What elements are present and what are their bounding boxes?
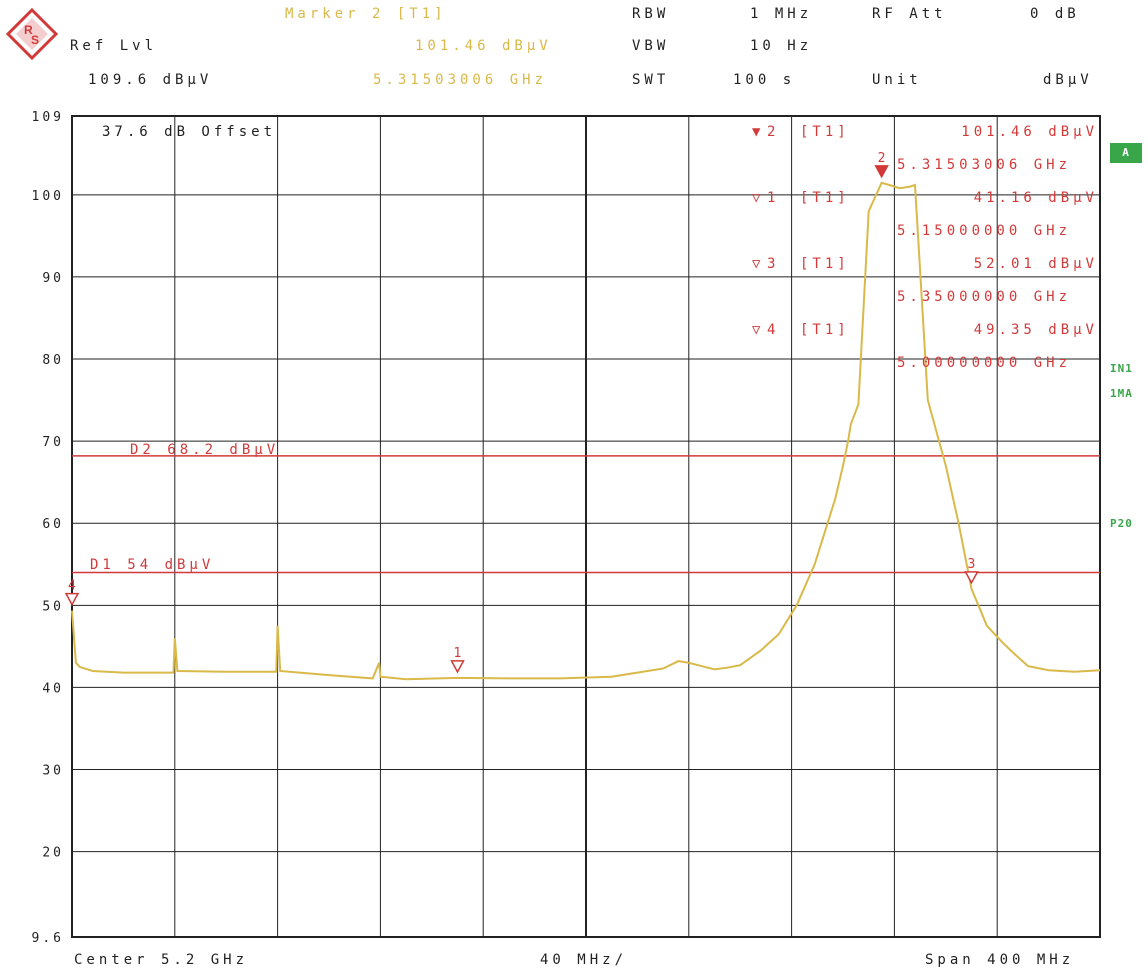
marker-table-frequency: 5.15000000 GHz [897,223,1072,239]
rbw-label: RBW [632,6,670,22]
marker-level: 101.46 dBµV [415,38,552,54]
y-tick-label: 100 [32,189,64,204]
swt-value: 100 s [733,72,796,88]
rf-att-label: RF Att [872,6,947,22]
grid [71,115,1101,938]
marker-3-number: 3 [968,557,976,572]
marker-table-id: 1 [767,190,780,206]
marker-3-triangle [964,571,979,585]
marker-2-number: 2 [878,151,886,166]
y-tick-label: 40 [42,681,64,696]
y-tick-label: 90 [42,271,64,286]
marker-table-triangle-icon: ▽ [752,322,761,338]
rf-att-value: 0 dB [1030,6,1080,22]
y-tick-label: 80 [42,353,64,368]
vbw-label: VBW [632,38,670,54]
marker-table-triangle-icon: ▼ [752,124,761,140]
chart-markers: 2 1 3 4 [64,151,979,674]
vbw-value: 10 Hz [750,38,813,54]
display-line-d1-label: D1 54 dBµV [90,557,215,573]
marker-1-number: 1 [454,646,462,661]
y-tick-label: 20 [42,846,64,861]
y-tick-label: 70 [42,435,64,450]
side-label-1ma: 1MA [1110,387,1133,400]
marker-2-triangle [874,165,889,179]
marker-table-id: 3 [767,256,780,272]
marker-table-id: 2 [767,124,780,140]
marker-table-frequency: 5.31503006 GHz [897,157,1072,173]
display-lines [72,455,1100,574]
trace-series-line [71,181,1101,681]
offset-text: 37.6 dB Offset [102,124,277,140]
frequency-span: Span 400 MHz [925,952,1075,968]
marker-table-trace: [T1] [800,190,850,206]
unit-value: dBµV [1043,72,1093,88]
marker-table-triangle-icon: ▽ [752,190,761,206]
marker-table-level: 41.16 dBµV [973,190,1098,206]
y-tick-label: 9.6 [32,931,64,946]
marker-table-trace: [T1] [800,322,850,338]
marker-1-triangle [450,660,465,674]
y-tick-labels: 109 100 90 80 70 60 50 40 30 20 9.6 [32,110,64,946]
marker-table-trace: [T1] [800,256,850,272]
y-tick-label: 30 [42,764,64,779]
marker-4-number: 4 [68,579,76,594]
center-frequency: Center 5.2 GHz [74,952,249,968]
y-tick-label: 60 [42,517,64,532]
y-tick-label: 50 [42,599,64,614]
display-line-d2-label: D2 68.2 dBµV [130,442,280,458]
svg-text:R: R [24,23,33,37]
marker-title: Marker 2 [T1] [285,6,447,22]
marker-table-frequency: 5.00000000 GHz [897,355,1072,371]
marker-table-level: 101.46 dBµV [961,124,1098,140]
rbw-value: 1 MHz [750,6,813,22]
svg-text:S: S [31,33,39,47]
marker-table-level: 49.35 dBµV [973,322,1098,338]
rohde-schwarz-logo-icon: R S [5,7,59,61]
swt-label: SWT [632,72,670,88]
ref-level-label: Ref Lvl [70,38,158,54]
ref-level-value: 109.6 dBµV [88,72,213,88]
y-tick-label: 109 [32,110,64,125]
frequency-per-division: 40 MHz/ [540,952,628,968]
marker-4-triangle [64,592,80,607]
marker-table-triangle-icon: ▽ [752,256,761,272]
trace-a-badge: A [1110,143,1142,163]
marker-table-id: 4 [767,322,780,338]
marker-table-frequency: 5.35000000 GHz [897,289,1072,305]
side-label-in1: IN1 [1110,362,1133,375]
marker-table-level: 52.01 dBµV [973,256,1098,272]
marker-table-trace: [T1] [800,124,850,140]
unit-label: Unit [872,72,922,88]
marker-frequency: 5.31503006 GHz [373,72,548,88]
side-label-p20: P20 [1110,517,1133,530]
